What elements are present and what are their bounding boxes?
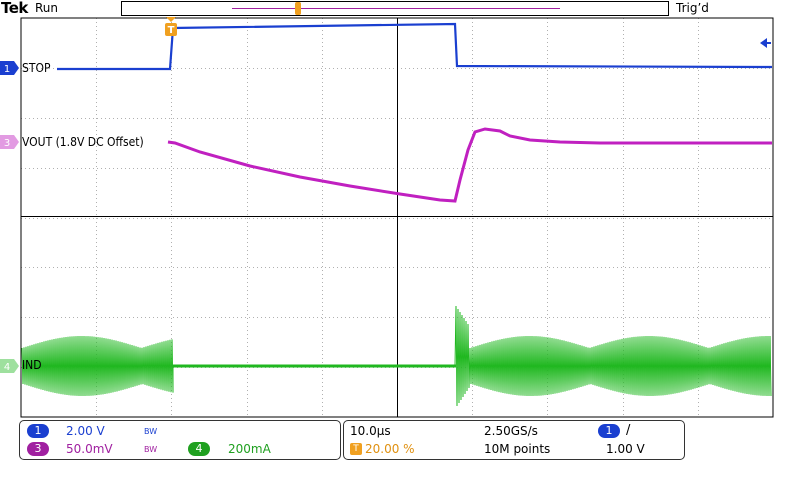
time-per-div[interactable]: 10.0µs: [350, 424, 391, 438]
trigger-level-arrow-icon: [760, 38, 767, 48]
ch3-trace: [167, 127, 772, 203]
record-window: [232, 8, 560, 9]
ch4-label: IND: [22, 358, 42, 372]
svg-text:1: 1: [4, 64, 10, 75]
rising-edge-icon: /: [626, 423, 631, 438]
svg-text:3: 3: [4, 138, 10, 149]
ch1-marker: 1: [0, 61, 19, 75]
sample-rate: 2.50GS/s: [484, 424, 538, 438]
ch1-label: STOP: [22, 61, 51, 75]
ch4-scale[interactable]: 200mA: [228, 442, 271, 456]
trigger-source-badge[interactable]: 1: [598, 424, 620, 438]
brand-logo: Tek: [1, 0, 28, 17]
ch1-badge[interactable]: 1: [27, 424, 49, 438]
ch1-bw-limit-icon: BW: [144, 427, 158, 436]
ch3-bw-limit-icon: BW: [144, 445, 158, 454]
channel-readout-panel: 1 2.00 V BW 3 50.0mV BW 4 200mA: [19, 420, 341, 460]
run-state: Run: [35, 1, 59, 15]
svg-text:4: 4: [4, 362, 10, 373]
trigger-state: Trig’d: [676, 1, 709, 15]
trigger-position-marker: [295, 2, 301, 15]
trigger-level[interactable]: 1.00 V: [606, 442, 645, 456]
ch4-badge[interactable]: 4: [188, 442, 210, 456]
trigger-t-icon: T: [165, 17, 177, 36]
graticule-border: [20, 17, 774, 418]
record-length: 10M points: [484, 442, 551, 456]
graticule-center: [21, 18, 773, 417]
ch4-marker: 4: [0, 359, 19, 373]
record-view-bar[interactable]: [121, 1, 669, 16]
ch3-scale[interactable]: 50.0mV: [66, 442, 113, 456]
ch3-label: VOUT (1.8V DC Offset): [22, 135, 144, 149]
trigger-t-icon: T: [350, 443, 362, 455]
ch1-trace: [57, 22, 773, 71]
ch1-scale[interactable]: 2.00 V: [66, 424, 105, 438]
ch3-badge[interactable]: 3: [27, 442, 49, 456]
timebase-readout-panel: 10.0µs 2.50GS/s 1 / T 20.00 % 10M points…: [343, 420, 685, 460]
ch4-trace: [21, 305, 772, 407]
status-bar: Tek Run Trig’d: [0, 0, 800, 18]
trigger-position[interactable]: 20.00 %: [365, 442, 415, 456]
ch3-marker: 3: [0, 135, 19, 149]
svg-text:T: T: [168, 25, 175, 36]
